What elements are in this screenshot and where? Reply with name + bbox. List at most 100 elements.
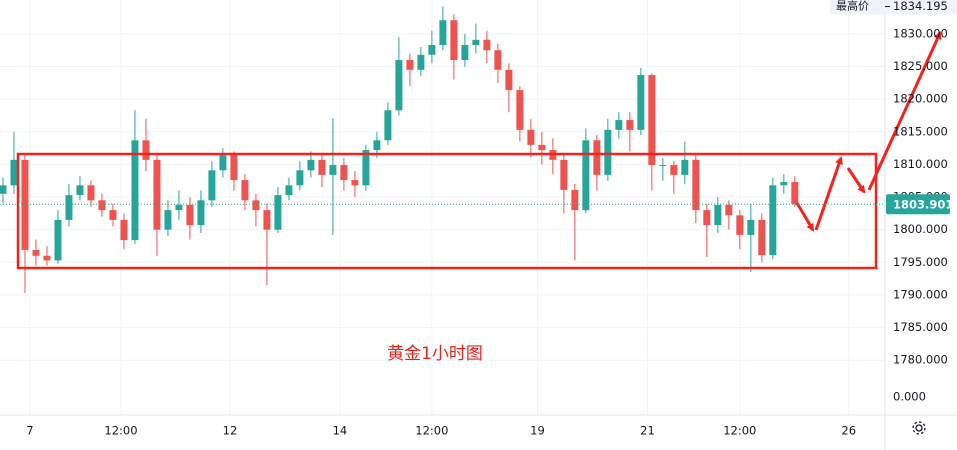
candle-body xyxy=(32,249,40,256)
grid xyxy=(0,0,885,415)
candle-body xyxy=(659,165,667,167)
candle-body xyxy=(725,204,733,216)
candle-body xyxy=(373,140,381,151)
candle-body xyxy=(406,60,414,70)
candle-body xyxy=(318,159,326,175)
candle-body xyxy=(65,195,73,220)
candle-body xyxy=(505,69,513,91)
candle-body xyxy=(307,159,315,171)
y-tick-label: 1795.000 xyxy=(893,255,948,269)
candle-body xyxy=(329,165,337,175)
candle-body xyxy=(208,170,216,201)
arrow xyxy=(795,202,815,232)
candle-body xyxy=(362,150,370,186)
x-tick-label: 14 xyxy=(333,424,348,438)
candles xyxy=(0,6,799,293)
candle-body xyxy=(384,110,392,141)
candle-body xyxy=(87,185,95,201)
candle-body xyxy=(340,165,348,181)
y-tick-label: 1810.000 xyxy=(893,157,948,171)
settings-icon[interactable] xyxy=(912,421,926,435)
candle-body xyxy=(648,75,656,166)
candle-body xyxy=(714,204,722,226)
candle-body xyxy=(439,20,447,46)
candle-body xyxy=(197,200,205,226)
candle-body xyxy=(263,210,271,230)
candle-body xyxy=(461,45,469,61)
candle-body xyxy=(175,204,183,211)
candle-body xyxy=(98,200,106,211)
x-tick-label: 21 xyxy=(640,424,655,438)
candle-body xyxy=(758,219,766,256)
candle-body xyxy=(769,185,777,256)
volume-axis-label: 0.000 xyxy=(893,390,926,404)
candle-body xyxy=(582,140,590,211)
candle-body xyxy=(450,20,458,61)
candle-body xyxy=(241,180,249,201)
candle-body xyxy=(428,45,436,55)
candle-body xyxy=(703,210,711,226)
arrow xyxy=(846,167,866,194)
candle-body xyxy=(670,165,678,175)
candle-body xyxy=(538,144,546,151)
candle-body xyxy=(219,155,227,171)
y-tick-label: 1800.000 xyxy=(893,222,948,236)
candle-body xyxy=(692,159,700,211)
x-tick-label: 12 xyxy=(223,424,238,438)
annotation: 黄金1小时图 xyxy=(387,344,483,364)
high-marker-box xyxy=(830,0,957,15)
candle-body xyxy=(10,159,18,186)
candle-body xyxy=(736,215,744,235)
candle-body xyxy=(593,140,601,175)
candle-body xyxy=(747,219,755,235)
candle-body xyxy=(274,195,282,230)
candle-body xyxy=(0,185,7,194)
candle-body xyxy=(395,60,403,111)
last-price-box xyxy=(886,194,950,215)
candle-body xyxy=(494,50,502,70)
candle-body xyxy=(120,219,128,241)
y-tick-label: 1785.000 xyxy=(893,320,948,334)
candle-body xyxy=(483,39,491,51)
candle-body xyxy=(230,155,238,181)
candle-body xyxy=(76,185,84,196)
x-tick-label: 12:00 xyxy=(104,424,137,438)
x-tick-label: 7 xyxy=(26,424,33,438)
candle-body xyxy=(626,120,634,130)
candle-body xyxy=(285,185,293,196)
y-tick-label: 1820.000 xyxy=(893,92,948,106)
y-tick-label: 1780.000 xyxy=(893,353,948,367)
candle-body xyxy=(186,204,194,226)
candle-body xyxy=(560,159,568,190)
y-tick-label: 1790.000 xyxy=(893,287,948,301)
candle-body xyxy=(791,182,799,205)
candle-body xyxy=(571,189,579,211)
candle-body xyxy=(109,210,117,220)
last-price-label: 1803.901 xyxy=(893,198,953,212)
candle-body xyxy=(296,170,304,186)
candle-body xyxy=(153,159,161,230)
candle-body xyxy=(164,210,172,230)
candle-body xyxy=(681,159,689,175)
candle-body xyxy=(615,120,623,130)
candle-body xyxy=(252,200,260,211)
high-marker-title: 最高价 xyxy=(836,0,869,13)
x-tick-label: 12:00 xyxy=(415,424,448,438)
y-tick-label: 1815.000 xyxy=(893,124,948,138)
candle-body xyxy=(142,140,150,160)
candle-body xyxy=(417,54,425,70)
x-tick-label: 19 xyxy=(530,424,545,438)
y-tick-label: 1825.000 xyxy=(893,59,948,73)
candle-body xyxy=(351,180,359,186)
forecast-arrows xyxy=(795,31,942,232)
candle-body xyxy=(472,39,480,46)
candle-body xyxy=(516,90,524,130)
candle-body xyxy=(54,219,62,261)
arrow xyxy=(867,31,942,191)
candle-body xyxy=(780,182,788,186)
candle-body xyxy=(637,75,645,130)
x-tick-label: 26 xyxy=(841,424,856,438)
high-marker-value: 1834.195 xyxy=(893,0,948,13)
